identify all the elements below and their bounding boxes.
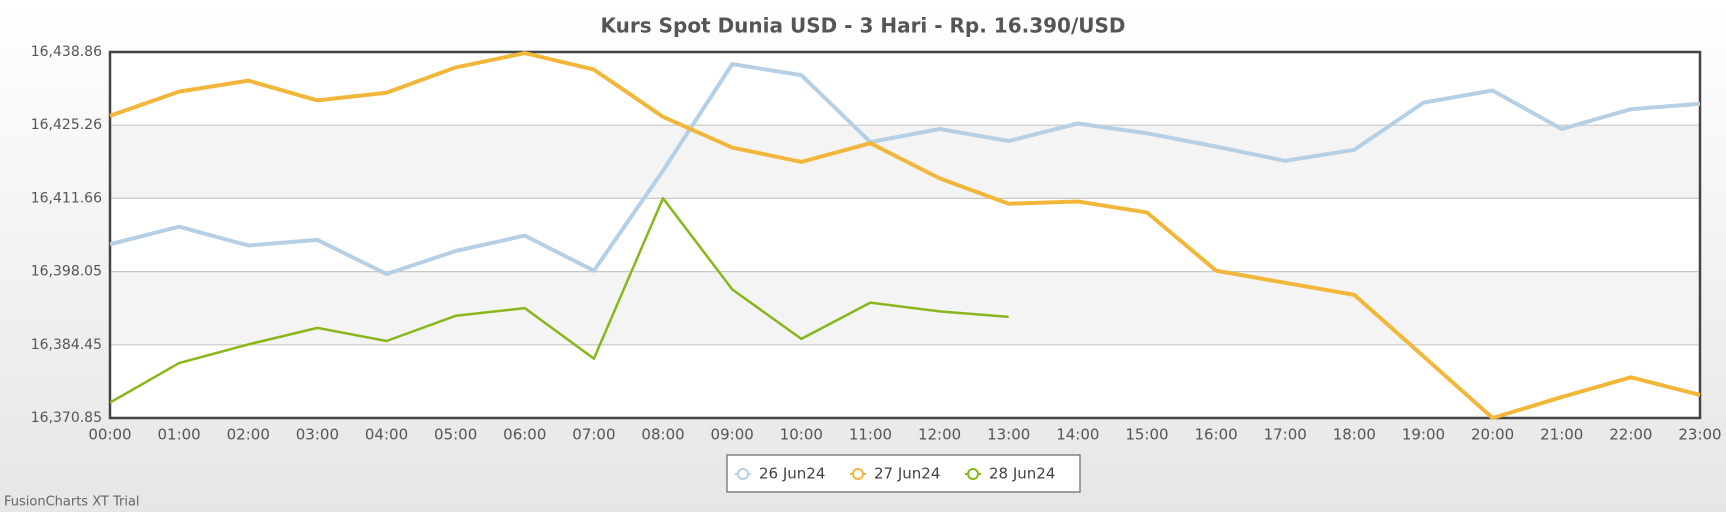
series-line bbox=[109, 62, 1701, 276]
x-tick-label: 00:00 bbox=[88, 426, 131, 444]
x-tick-label: 18:00 bbox=[1333, 426, 1376, 444]
x-tick-label: 19:00 bbox=[1402, 426, 1445, 444]
x-tick-label: 14:00 bbox=[1056, 426, 1099, 444]
y-tick-label: 16,425.26 bbox=[31, 117, 102, 133]
series-line bbox=[109, 196, 1009, 404]
x-tick-label: 10:00 bbox=[780, 426, 823, 444]
x-tick-label: 06:00 bbox=[503, 426, 546, 444]
series-line bbox=[109, 51, 1701, 420]
legend-marker bbox=[967, 468, 979, 480]
x-tick-label: 09:00 bbox=[711, 426, 754, 444]
y-tick-label: 16,398.05 bbox=[31, 264, 102, 280]
legend-label: 26 Jun24 bbox=[759, 465, 825, 483]
chart-title: Kurs Spot Dunia USD - 3 Hari - Rp. 16.39… bbox=[600, 14, 1125, 38]
y-tick-label: 16,438.86 bbox=[31, 44, 102, 60]
x-tick-label: 23:00 bbox=[1678, 426, 1721, 444]
x-tick-label: 20:00 bbox=[1471, 426, 1514, 444]
x-tick-label: 04:00 bbox=[365, 426, 408, 444]
plot-border bbox=[108, 50, 1702, 420]
x-tick-label: 08:00 bbox=[641, 426, 684, 444]
x-tick-label: 15:00 bbox=[1125, 426, 1168, 444]
legend-label: 27 Jun24 bbox=[874, 465, 940, 483]
y-tick-label: 16,384.45 bbox=[31, 337, 102, 353]
x-tick-label: 05:00 bbox=[434, 426, 477, 444]
legend-marker bbox=[737, 468, 749, 480]
watermark: FusionCharts XT Trial bbox=[4, 495, 140, 510]
x-tick-label: 03:00 bbox=[296, 426, 339, 444]
x-tick-label: 02:00 bbox=[227, 426, 270, 444]
plot-area bbox=[110, 52, 1700, 418]
x-tick-label: 11:00 bbox=[849, 426, 892, 444]
legend-marker bbox=[852, 468, 864, 480]
y-tick-label: 16,370.85 bbox=[31, 410, 102, 426]
legend-box bbox=[726, 454, 1081, 493]
x-tick-label: 22:00 bbox=[1609, 426, 1652, 444]
x-tick-label: 17:00 bbox=[1264, 426, 1307, 444]
x-tick-label: 21:00 bbox=[1540, 426, 1583, 444]
y-tick-label: 16,411.66 bbox=[31, 190, 102, 206]
legend-label: 28 Jun24 bbox=[989, 465, 1055, 483]
x-tick-label: 16:00 bbox=[1194, 426, 1237, 444]
legend: 26 Jun24 27 Jun24 28 Jun24 bbox=[726, 454, 1081, 493]
x-tick-label: 13:00 bbox=[987, 426, 1030, 444]
x-tick-label: 07:00 bbox=[572, 426, 615, 444]
x-tick-label: 01:00 bbox=[158, 426, 201, 444]
x-tick-label: 12:00 bbox=[918, 426, 961, 444]
